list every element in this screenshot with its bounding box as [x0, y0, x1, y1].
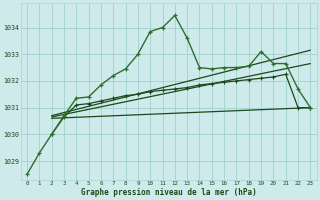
X-axis label: Graphe pression niveau de la mer (hPa): Graphe pression niveau de la mer (hPa) — [81, 188, 257, 197]
